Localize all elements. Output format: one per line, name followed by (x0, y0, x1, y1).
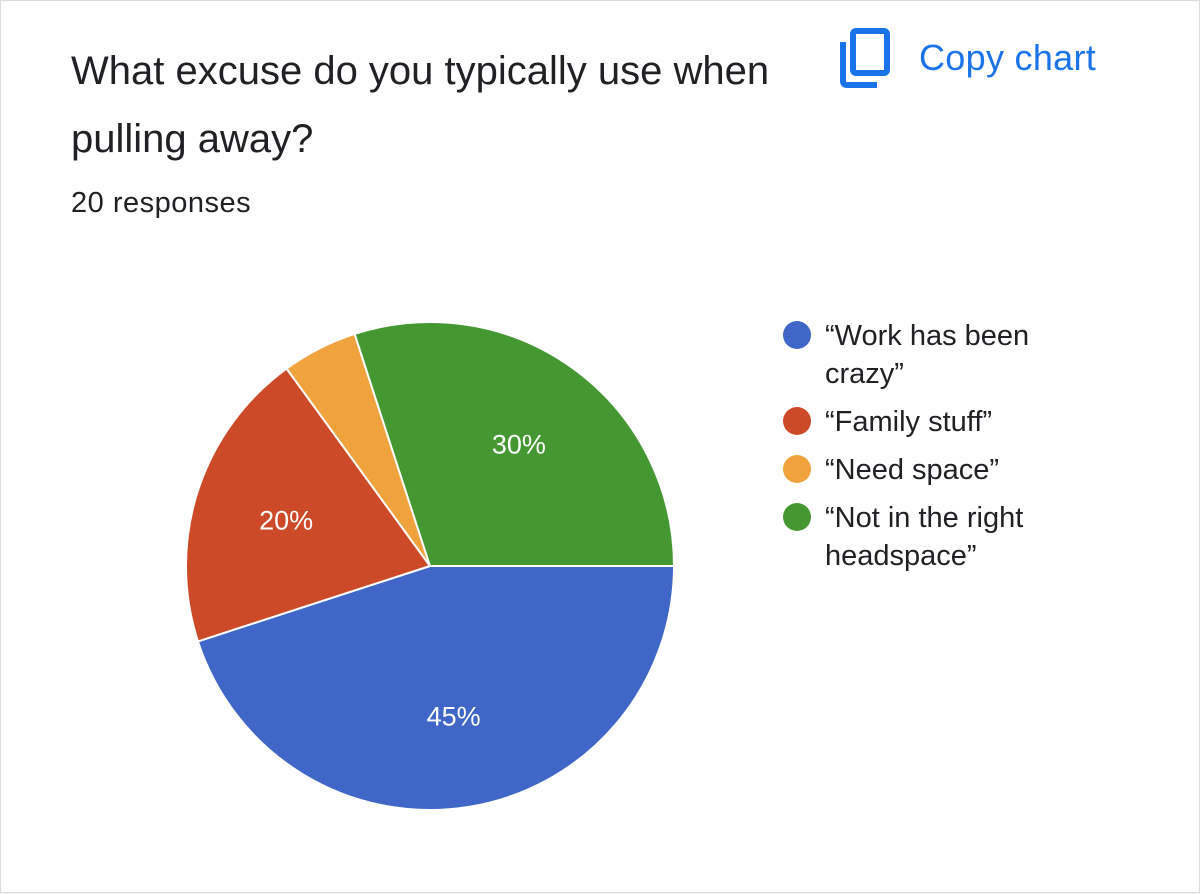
legend-label: “Not in the right headspace” (825, 502, 1024, 572)
legend-item-headspace[interactable]: “Not in the right headspace” (783, 499, 1083, 575)
chart-title: What excuse do you typically use when pu… (71, 49, 770, 161)
pie-label-work: 45% (427, 701, 481, 731)
legend-item-family[interactable]: “Family stuff” (783, 403, 1083, 441)
pie-label-family: 20% (259, 505, 313, 535)
pie-label-headspace: 30% (492, 430, 546, 460)
legend-item-work[interactable]: “Work has been crazy” (783, 317, 1083, 393)
legend-label: “Need space” (825, 454, 1000, 486)
response-count: 20 responses (71, 187, 252, 219)
pie-slice-family[interactable] (185, 367, 432, 643)
legend-item-need-space[interactable]: “Need space” (783, 451, 1083, 489)
copy-icon (840, 28, 890, 88)
pie-slice-headspace[interactable] (353, 321, 676, 567)
legend-swatch (783, 503, 811, 531)
chart-legend: “Work has been crazy” “Family stuff” “Need… (783, 317, 1083, 585)
copy-chart-button[interactable]: Copy chart (827, 23, 1106, 93)
legend-swatch (783, 321, 811, 349)
copy-chart-label: Copy chart (919, 37, 1097, 78)
legend-label: “Work has been crazy” (825, 320, 1030, 390)
pie-slice-work[interactable] (196, 565, 676, 811)
legend-label: “Family stuff” (825, 406, 993, 438)
legend-swatch (783, 407, 811, 435)
legend-swatch (783, 455, 811, 483)
